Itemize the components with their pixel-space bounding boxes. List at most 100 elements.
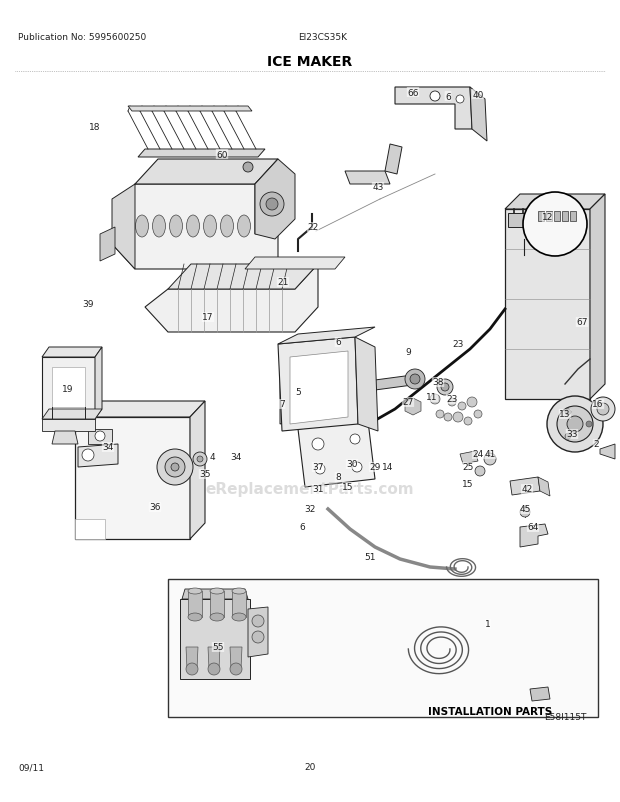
Polygon shape bbox=[355, 338, 378, 431]
Text: 40: 40 bbox=[472, 91, 484, 99]
Circle shape bbox=[484, 453, 496, 465]
Polygon shape bbox=[385, 145, 402, 175]
Polygon shape bbox=[168, 265, 318, 290]
Text: Publication No: 5995600250: Publication No: 5995600250 bbox=[18, 34, 146, 43]
Circle shape bbox=[597, 403, 609, 415]
Polygon shape bbox=[52, 367, 85, 407]
Polygon shape bbox=[345, 172, 390, 184]
Polygon shape bbox=[505, 210, 590, 399]
Polygon shape bbox=[530, 687, 550, 701]
Polygon shape bbox=[188, 591, 202, 618]
Polygon shape bbox=[180, 599, 250, 679]
Circle shape bbox=[157, 449, 193, 485]
Ellipse shape bbox=[351, 370, 369, 410]
Polygon shape bbox=[590, 195, 605, 399]
Text: 51: 51 bbox=[364, 553, 376, 561]
Text: 8: 8 bbox=[335, 473, 341, 482]
Circle shape bbox=[474, 411, 482, 419]
Text: 4: 4 bbox=[209, 453, 215, 462]
Polygon shape bbox=[182, 589, 248, 599]
Text: 42: 42 bbox=[521, 485, 533, 494]
Text: 45: 45 bbox=[520, 505, 531, 514]
Text: 60: 60 bbox=[216, 150, 228, 160]
Circle shape bbox=[453, 412, 463, 423]
Text: 24: 24 bbox=[472, 450, 484, 459]
Text: 16: 16 bbox=[592, 400, 604, 409]
Circle shape bbox=[243, 163, 253, 172]
Circle shape bbox=[547, 396, 603, 452]
Text: 11: 11 bbox=[426, 393, 438, 402]
Text: 13: 13 bbox=[559, 410, 571, 419]
Circle shape bbox=[458, 403, 466, 411]
Circle shape bbox=[165, 457, 185, 477]
Ellipse shape bbox=[136, 216, 149, 237]
Text: 37: 37 bbox=[312, 463, 324, 472]
Text: 6: 6 bbox=[445, 92, 451, 101]
Text: E58I115T: E58I115T bbox=[544, 713, 587, 722]
Polygon shape bbox=[290, 351, 348, 424]
Text: EI23CS35K: EI23CS35K bbox=[298, 34, 347, 43]
Text: 35: 35 bbox=[199, 470, 211, 479]
Polygon shape bbox=[248, 607, 268, 657]
Text: 33: 33 bbox=[566, 430, 578, 439]
Circle shape bbox=[252, 631, 264, 643]
Text: 23: 23 bbox=[453, 340, 464, 349]
Circle shape bbox=[171, 464, 179, 472]
Polygon shape bbox=[190, 402, 205, 539]
Polygon shape bbox=[42, 358, 95, 419]
Circle shape bbox=[437, 379, 453, 395]
Circle shape bbox=[523, 192, 587, 257]
Text: 27: 27 bbox=[402, 398, 414, 407]
Circle shape bbox=[312, 439, 324, 451]
Polygon shape bbox=[538, 212, 544, 221]
Polygon shape bbox=[112, 184, 135, 269]
Circle shape bbox=[520, 508, 530, 517]
Text: 18: 18 bbox=[89, 124, 101, 132]
Text: 34: 34 bbox=[102, 443, 113, 452]
Text: 2: 2 bbox=[593, 440, 599, 449]
Bar bbox=[168, 579, 598, 717]
Circle shape bbox=[467, 398, 477, 407]
Circle shape bbox=[186, 663, 198, 675]
Polygon shape bbox=[52, 431, 78, 444]
Circle shape bbox=[193, 452, 207, 467]
Circle shape bbox=[430, 92, 440, 102]
Polygon shape bbox=[100, 228, 115, 261]
Text: 55: 55 bbox=[212, 642, 224, 652]
Ellipse shape bbox=[188, 614, 202, 622]
Text: 21: 21 bbox=[277, 278, 289, 287]
Circle shape bbox=[448, 399, 456, 407]
Ellipse shape bbox=[210, 614, 224, 622]
Text: 43: 43 bbox=[373, 184, 384, 192]
Text: 34: 34 bbox=[230, 453, 242, 462]
Text: 19: 19 bbox=[62, 385, 74, 394]
Polygon shape bbox=[186, 647, 198, 669]
Polygon shape bbox=[360, 375, 420, 392]
Polygon shape bbox=[554, 212, 560, 221]
Circle shape bbox=[350, 435, 360, 444]
Text: eReplacementParts.com: eReplacementParts.com bbox=[206, 482, 414, 497]
Circle shape bbox=[266, 199, 278, 211]
Polygon shape bbox=[562, 212, 568, 221]
Polygon shape bbox=[280, 347, 298, 424]
Circle shape bbox=[591, 398, 615, 422]
Ellipse shape bbox=[188, 588, 202, 594]
Polygon shape bbox=[600, 444, 615, 460]
Polygon shape bbox=[298, 422, 375, 488]
Polygon shape bbox=[42, 410, 102, 419]
Text: 39: 39 bbox=[82, 300, 94, 309]
Text: 9: 9 bbox=[405, 348, 411, 357]
Polygon shape bbox=[295, 365, 360, 415]
Ellipse shape bbox=[237, 216, 250, 237]
Text: 67: 67 bbox=[576, 318, 588, 327]
Polygon shape bbox=[78, 444, 118, 468]
Text: 15: 15 bbox=[342, 483, 354, 492]
Text: 22: 22 bbox=[308, 223, 319, 233]
Polygon shape bbox=[546, 212, 552, 221]
Polygon shape bbox=[128, 107, 252, 111]
Text: INSTALLATION PARTS: INSTALLATION PARTS bbox=[428, 706, 552, 716]
Text: ICE MAKER: ICE MAKER bbox=[267, 55, 353, 69]
Text: 29: 29 bbox=[370, 463, 381, 472]
Circle shape bbox=[565, 409, 571, 415]
Text: 32: 32 bbox=[304, 505, 316, 514]
